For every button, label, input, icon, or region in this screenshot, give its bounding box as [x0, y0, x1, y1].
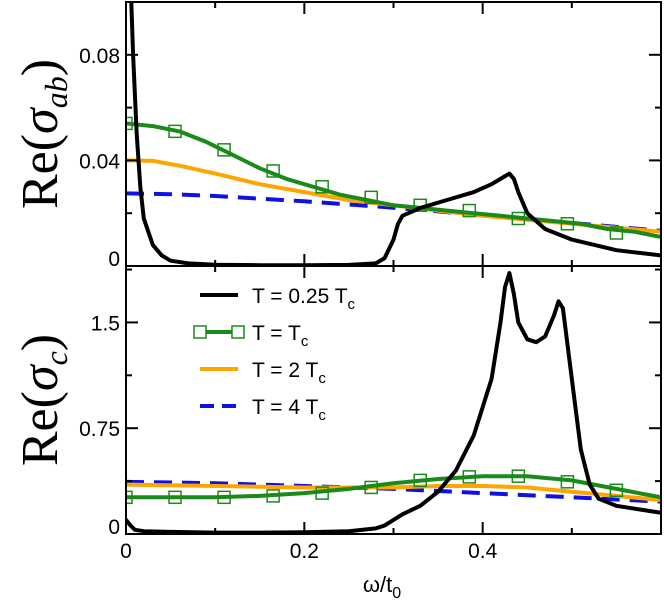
bottom-marker-t-tc: [315, 486, 329, 500]
top-series-t-0-25-tc: [129, 2, 661, 266]
bottom-y-ticks: 0 0.75 1.5: [79, 268, 661, 539]
bottom-marker-t-tc: [609, 483, 624, 498]
x-axis-label: ω/t0: [363, 572, 401, 602]
legend-entry-1: T = Tc: [252, 322, 309, 350]
bottom-series-group: [126, 271, 661, 534]
top-ylabel-base: Re: [12, 151, 69, 209]
top-ytick-label: 0.04: [79, 150, 120, 173]
bottom-series-t-2-tc: [126, 482, 661, 503]
bottom-marker-t-tc: [364, 480, 378, 495]
xtick-label: 0.4: [468, 540, 498, 563]
bottom-marker-t-tc: [126, 490, 133, 505]
top-ytick-label: 0.08: [79, 45, 120, 68]
top-series-t-2-tc: [126, 158, 661, 234]
legend-text-2: T = 2 T: [252, 359, 319, 382]
xtick-label: 0.2: [290, 540, 319, 563]
top-ylabel-symbol: σ: [12, 106, 69, 134]
bottom-y-axis-label: Re(σc): [12, 334, 74, 466]
bottom-ylabel-close-paren: ): [12, 334, 69, 351]
legend-entry-2: T = 2 Tc: [252, 359, 326, 387]
bottom-ylabel-sub: c: [38, 351, 74, 365]
top-series-t-tc: [126, 121, 661, 239]
bottom-ytick-label: 0.75: [79, 418, 120, 441]
bottom-panel: 00.751.5 0 0.2 0.4 Re(σc) ω/t0 T = 0.25 Tc…: [12, 265, 662, 602]
top-marker-t-tc: [126, 116, 133, 131]
xlabel-sub: 0: [392, 585, 401, 602]
legend-text-1: T = T: [252, 322, 301, 345]
top-marker-t-tc: [511, 211, 526, 226]
bottom-marker-t-tc: [560, 475, 575, 489]
top-y-axis-label: Re(σab): [12, 59, 74, 209]
top-marker-t-tc: [217, 143, 231, 157]
legend-text-0: T = 0.25 T: [252, 285, 348, 308]
bottom-series-t-0-25-tc: [126, 271, 661, 534]
bottom-series-t-tc: [126, 474, 661, 500]
top-ylabel-open-paren: (: [12, 134, 69, 151]
top-marker-t-tc: [266, 164, 280, 178]
top-ytick-label: 0: [108, 248, 120, 271]
bottom-marker-t-tc: [266, 489, 280, 503]
bottom-marker-t-tc: [168, 490, 182, 505]
top-series-group: [126, 2, 661, 266]
legend-entry-0: T = 0.25 Tc: [252, 285, 356, 313]
bottom-marker-t-tc: [462, 470, 477, 484]
legend: T = 0.25 TcT = TcT = 2 TcT = 4 Tc: [193, 285, 356, 424]
top-marker-t-tc: [609, 226, 624, 240]
legend-marker-1: [231, 325, 245, 339]
top-y-ticks: 0 0.04 0.08: [79, 45, 661, 271]
bottom-ytick-label: 1.5: [91, 312, 120, 335]
top-marker-t-tc: [560, 217, 575, 231]
top-series-t-4-tc: [126, 191, 661, 233]
top-marker-t-tc: [462, 203, 477, 218]
bottom-plot-frame: [125, 265, 662, 535]
top-ylabel-sub: ab: [38, 76, 74, 108]
top-marker-t-tc: [315, 180, 329, 194]
top-ylabel-close-paren: ): [12, 59, 69, 76]
top-marker-t-tc: [364, 190, 378, 205]
top-panel: 0 0.04 0.08 Re(σab): [12, 1, 662, 271]
top-x-ticks: [125, 2, 573, 266]
legend-sub-2: c: [318, 370, 326, 387]
bottom-ylabel-base: Re: [12, 408, 69, 466]
bottom-ylabel-symbol: σ: [12, 363, 69, 391]
top-marker-t-tc: [168, 124, 182, 139]
bottom-ylabel-open-paren: (: [12, 391, 69, 408]
legend-sub-3: c: [318, 407, 326, 424]
legend-entry-3: T = 4 Tc: [252, 396, 326, 424]
bottom-x-ticks: 0 0.2 0.4: [120, 266, 573, 563]
bottom-marker-t-tc: [413, 473, 427, 488]
legend-sub-0: c: [348, 296, 356, 313]
legend-sub-1: c: [301, 333, 309, 350]
legend-marker-1: [193, 325, 207, 339]
legend-text-3: T = 4 T: [252, 396, 319, 419]
bottom-marker-t-tc: [511, 469, 526, 483]
bottom-marker-t-tc: [217, 490, 231, 505]
bottom-ytick-label: 0: [108, 516, 120, 539]
xlabel-base: ω/t: [363, 572, 392, 597]
xtick-label: 0: [120, 540, 132, 563]
